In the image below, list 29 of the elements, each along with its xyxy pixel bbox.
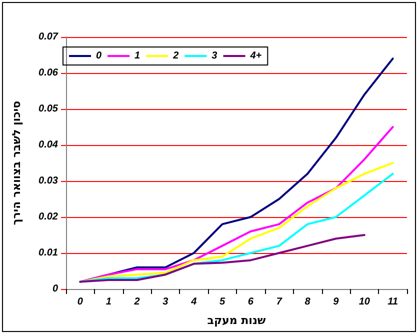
x-tick-label: 7 (276, 296, 282, 308)
x-tick-label: 8 (304, 296, 311, 308)
y-tick-label: 0.02 (38, 212, 58, 222)
y-tick-label: 0.04 (38, 140, 58, 150)
legend-label: 4+ (249, 50, 262, 62)
x-tick-label: 3 (162, 296, 169, 308)
y-axis-title: סיכון לשבר בצוואר הירך (10, 100, 23, 226)
x-tick-label: 0 (77, 296, 84, 308)
y-tick-label: 0 (52, 284, 58, 294)
x-tick-label: 10 (358, 296, 370, 308)
y-tick-label: 0.01 (38, 248, 58, 258)
line-series (79, 234, 366, 283)
x-axis-title: שנות מעקב (207, 314, 266, 327)
y-tick-label: 0.03 (38, 176, 58, 186)
x-tick-label: 1 (106, 296, 112, 308)
x-tick-label: 9 (333, 296, 340, 308)
y-tick-label: 0.06 (38, 68, 58, 78)
x-tick-label: 11 (388, 296, 398, 308)
y-tick-label: 0.07 (38, 32, 58, 42)
x-tick-label: 2 (133, 296, 140, 308)
x-tick-label: 5 (220, 296, 226, 308)
legend-label: 3 (212, 50, 218, 62)
x-tick-label: 4 (190, 296, 198, 308)
legend-label: 2 (172, 50, 180, 62)
legend-label: 1 (134, 50, 141, 62)
legend-label: 0 (96, 50, 102, 62)
x-tick-label: 6 (248, 296, 254, 308)
line-series (79, 126, 394, 283)
y-tick-label: 0.05 (38, 104, 58, 114)
